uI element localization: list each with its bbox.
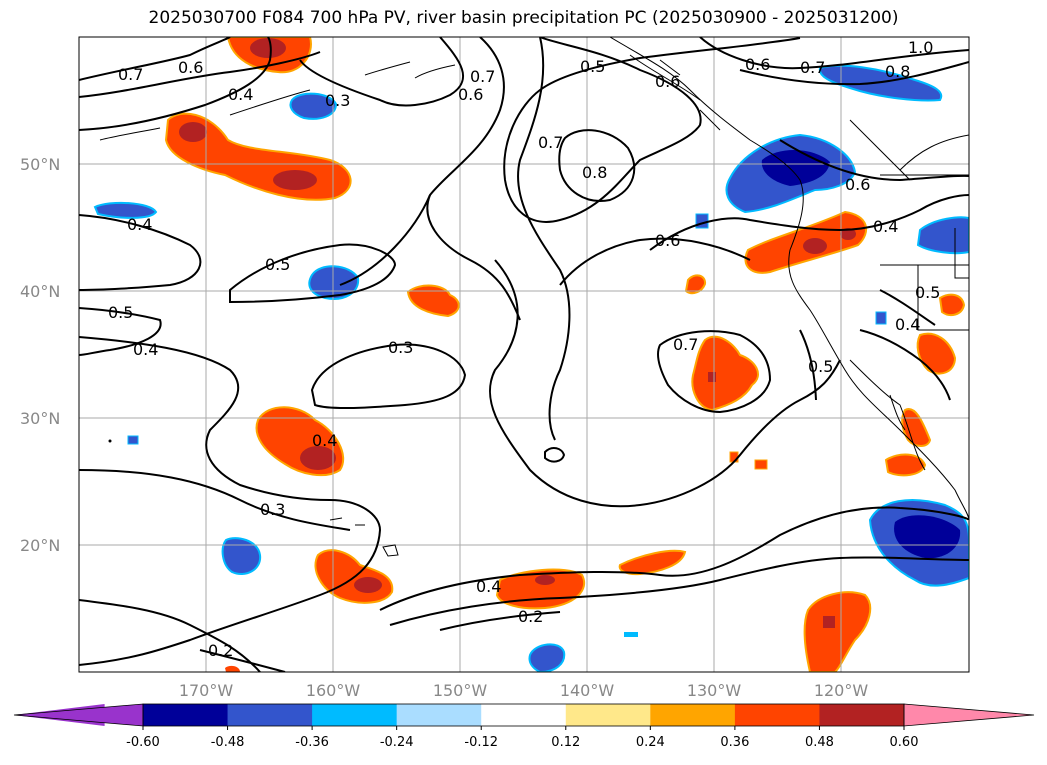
colorbar-segment: [734, 704, 820, 726]
colorbar-outline: [142, 703, 905, 727]
colorbar-tick-label: -0.60: [126, 735, 160, 750]
map-title: 2025030700 F084 700 hPa PV, river basin …: [148, 8, 899, 28]
contour-label: 0.4: [133, 340, 158, 359]
negative-anomaly-region: [93, 201, 158, 219]
negative-anomaly-region: [528, 643, 566, 672]
lat-label: 20°N: [20, 536, 60, 555]
contour-label: 0.6: [458, 85, 483, 104]
positive-anomaly-region: [691, 335, 759, 412]
colorbar-tick-label: -0.24: [380, 735, 414, 750]
colorbar-tick-label: 0.12: [551, 735, 580, 750]
lat-label: 30°N: [20, 409, 60, 428]
contour-label: 0.3: [260, 500, 285, 519]
lon-label: 170°W: [179, 681, 234, 700]
contour-label: 0.7: [118, 65, 143, 84]
contour-label: 0.4: [476, 577, 501, 596]
contour-label: 0.2: [518, 607, 543, 626]
negative-anomaly-region: [289, 92, 338, 120]
longitude-labels: 170°W 160°W 150°W 140°W 130°W 120°W: [179, 681, 869, 700]
contour-label: 0.5: [915, 283, 940, 302]
contour-label: 0.3: [388, 338, 413, 357]
contour-label: 1.0: [908, 38, 933, 57]
colorbar-segment: [312, 704, 398, 726]
positive-anomaly-region: [884, 453, 927, 477]
colorbar-segment: [481, 704, 567, 726]
contour-label: 0.8: [582, 163, 607, 182]
lon-label: 160°W: [306, 681, 361, 700]
colorbar-segment: [819, 704, 905, 726]
latitude-labels: 50°N 40°N 30°N 20°N: [20, 155, 60, 555]
coastlines: [99, 37, 969, 557]
map-content: 0.7 0.6 0.4 0.3 0.7 0.6 0.5 0.6 0.7 0.8 …: [79, 37, 969, 672]
colorbar-segment: [396, 704, 482, 726]
contour-label: 0.8: [885, 62, 910, 81]
colorbar-tick-label: -0.48: [211, 735, 245, 750]
colorbar-segment: [565, 704, 651, 726]
lon-label: 130°W: [687, 681, 742, 700]
contour-label: 0.4: [127, 215, 152, 234]
lon-label: 150°W: [433, 681, 488, 700]
colorbar: -0.60 -0.48 -0.36 -0.24 -0.12 0.12 0.24 0.36 0.4…: [13, 703, 1035, 750]
positive-anomaly-region: [684, 274, 707, 295]
positive-anomaly-region: [938, 293, 966, 317]
lat-label: 50°N: [20, 155, 60, 174]
contour-label: 0.2: [208, 641, 233, 660]
contour-label: 0.4: [228, 85, 253, 104]
positive-anomaly-region: [803, 591, 872, 672]
graticule: [79, 37, 969, 672]
map-frame: [78, 36, 970, 673]
contour-label: 0.6: [655, 72, 680, 91]
colorbar-tick-label: -0.12: [464, 735, 498, 750]
negative-anomaly-region: [308, 265, 360, 300]
contour-label: 0.7: [470, 67, 495, 86]
contour-label: 0.6: [845, 175, 870, 194]
contour-label: 0.5: [108, 303, 133, 322]
precip-anomaly-fill: [93, 37, 969, 672]
colorbar-segment: [143, 704, 229, 726]
colorbar-tick-label: 0.48: [805, 735, 834, 750]
contour-label: 0.5: [808, 357, 833, 376]
contour-label: 0.6: [655, 231, 680, 250]
contour-label: 0.6: [178, 58, 203, 77]
colorbar-segment: [227, 704, 313, 726]
lat-label: 40°N: [20, 282, 60, 301]
colorbar-tick-label: 0.36: [720, 735, 749, 750]
colorbar-tick-label: 0.60: [890, 735, 919, 750]
contour-labels: 0.7 0.6 0.4 0.3 0.7 0.6 0.5 0.6 0.7 0.8 …: [108, 38, 940, 660]
contour-label: 0.4: [312, 431, 337, 450]
lon-label: 140°W: [560, 681, 615, 700]
negative-anomaly-region: [916, 216, 969, 255]
lon-label: 120°W: [814, 681, 869, 700]
contour-label: 0.5: [265, 255, 290, 274]
colorbar-extend-high: [903, 703, 1035, 727]
contour-label: 0.6: [745, 55, 770, 74]
negative-anomaly-region: [127, 435, 139, 445]
contour-label: 0.7: [800, 58, 825, 77]
colorbar-tick-label: -0.36: [295, 735, 329, 750]
contour-label: 0.5: [580, 57, 605, 76]
colorbar-segment: [650, 704, 736, 726]
contour-label: 0.7: [673, 335, 698, 354]
negative-anomaly-region: [221, 537, 262, 575]
colorbar-tick-label: 0.24: [636, 735, 665, 750]
positive-anomaly-region: [406, 284, 460, 318]
contour-label: 0.7: [538, 133, 563, 152]
contour-label: 0.4: [895, 315, 920, 334]
pv-contours: [79, 37, 969, 672]
positive-anomaly-region: [916, 332, 957, 375]
contour-label: 0.3: [325, 91, 350, 110]
contour-label: 0.4: [873, 217, 898, 236]
